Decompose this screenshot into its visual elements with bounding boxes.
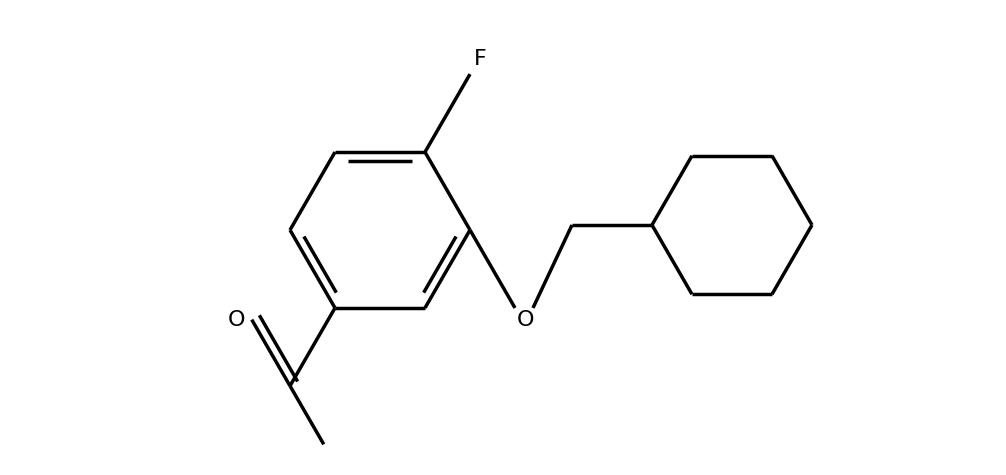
Text: F: F <box>474 49 487 69</box>
Text: O: O <box>228 310 245 330</box>
Text: O: O <box>517 310 534 330</box>
